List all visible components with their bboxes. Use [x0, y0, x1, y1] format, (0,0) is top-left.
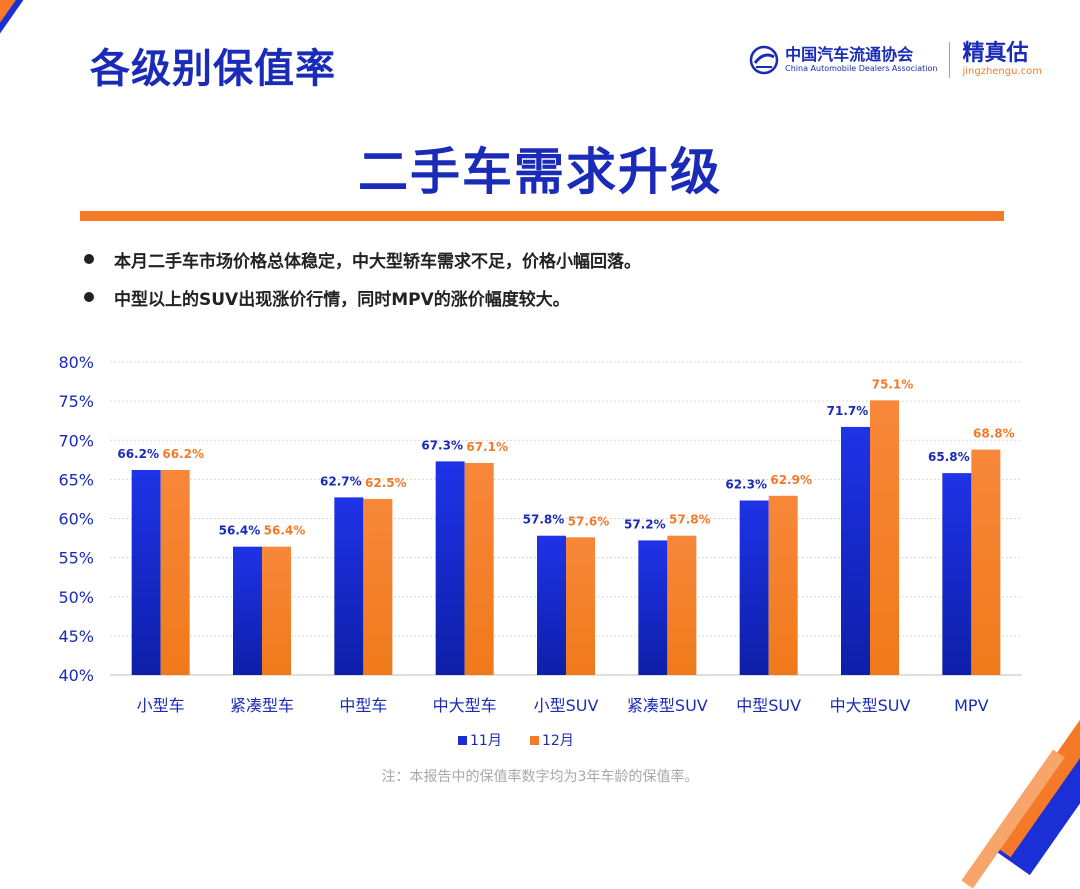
logo-divider	[949, 42, 951, 78]
y-tick-label: 70%	[58, 431, 94, 450]
cada-emblem-icon	[749, 45, 779, 75]
x-tick-label: 小型SUV	[534, 696, 599, 715]
cada-name-cn: 中国汽车流通协会	[785, 45, 914, 64]
y-tick-label: 65%	[58, 470, 94, 489]
data-label: 68.8%	[973, 427, 1015, 441]
x-tick-label: 中大型SUV	[830, 696, 911, 715]
bar	[870, 400, 899, 675]
data-label: 57.2%	[624, 517, 666, 531]
data-label: 66.2%	[162, 447, 204, 461]
bar	[464, 462, 494, 675]
headline: 二手车需求升级	[358, 143, 722, 201]
data-label: 62.7%	[320, 474, 362, 488]
bar	[233, 546, 262, 675]
bar	[942, 473, 972, 675]
bullet-item: 中型以上的SUV出现涨价行情，同时MPV的涨价幅度较大。	[80, 282, 641, 312]
bar	[131, 469, 161, 675]
data-label: 71.7%	[827, 404, 869, 418]
y-tick-label: 80%	[58, 353, 94, 372]
y-tick-label: 60%	[58, 510, 94, 529]
x-tick-label: 中型SUV	[736, 696, 801, 715]
data-label: 67.1%	[466, 440, 508, 454]
bar	[363, 498, 393, 675]
legend-swatch	[530, 736, 539, 745]
bar	[768, 495, 798, 675]
data-label: 67.3%	[421, 438, 463, 452]
data-label: 62.3%	[725, 478, 767, 492]
bullet-list: 本月二手车市场价格总体稳定，中大型轿车需求不足，价格小幅回落。 中型以上的SUV…	[80, 244, 641, 320]
bar	[334, 497, 364, 675]
bullet-text: 中型以上的SUV出现涨价行情，同时MPV的涨价幅度较大。	[114, 289, 570, 310]
x-tick-label: 中大型车	[433, 696, 497, 715]
bullet-text: 本月二手车市场价格总体稳定，中大型轿车需求不足，价格小幅回落。	[114, 251, 641, 272]
jingzhengu-name-cn: 精真估	[962, 41, 1029, 66]
y-tick-label: 50%	[58, 588, 94, 607]
bar	[435, 461, 465, 675]
bar	[841, 426, 870, 675]
data-label: 57.6%	[568, 514, 610, 528]
bullet-item: 本月二手车市场价格总体稳定，中大型轿车需求不足，价格小幅回落。	[80, 244, 641, 274]
cada-name-en: China Automobile Dealers Association	[785, 64, 938, 73]
data-label: 65.8%	[928, 450, 970, 464]
bar	[566, 537, 595, 675]
footnote: 注：本报告中的保值率数字均为3年车龄的保值率。	[381, 769, 699, 785]
bar	[971, 449, 1001, 675]
jingzhengu-name-en: jingzhengu.com	[962, 66, 1042, 77]
bar	[638, 540, 668, 675]
data-label: 56.4%	[219, 524, 261, 538]
header-logos: 中国汽车流通协会 China Automobile Dealers Associ…	[749, 42, 1042, 78]
x-tick-label: 小型车	[137, 696, 185, 715]
data-label: 75.1%	[872, 377, 914, 391]
y-tick-label: 40%	[58, 666, 94, 685]
x-tick-label: 紧凑型SUV	[627, 696, 708, 715]
cada-logo: 中国汽车流通协会 China Automobile Dealers Associ…	[749, 45, 937, 75]
data-label: 57.8%	[669, 513, 711, 527]
data-label: 56.4%	[264, 524, 306, 538]
bar	[160, 469, 190, 675]
y-tick-label: 75%	[58, 392, 94, 411]
data-label: 62.5%	[365, 476, 407, 490]
page-title: 各级别保值率	[90, 46, 336, 92]
x-tick-label: 紧凑型车	[230, 696, 294, 715]
y-tick-label: 55%	[58, 549, 94, 568]
legend-label: 11月	[470, 733, 502, 749]
bar-chart: 40% 45% 50% 55% 60% 65% 70% 75% 80% 66.2% 66.2% 小型车…	[58, 353, 1022, 749]
bar	[262, 546, 291, 675]
y-tick-label: 45%	[58, 627, 94, 646]
bullet-dot-icon	[84, 292, 94, 302]
bar	[667, 535, 697, 675]
bullet-dot-icon	[84, 254, 94, 264]
legend-label: 12月	[542, 733, 574, 749]
bar	[739, 500, 769, 675]
data-label: 66.2%	[117, 447, 159, 461]
jingzhengu-logo: 精真估 jingzhengu.com	[962, 42, 1042, 78]
data-label: 57.8%	[523, 513, 565, 527]
legend-swatch	[458, 736, 467, 745]
bar	[537, 535, 566, 675]
headline-underline	[80, 211, 1004, 221]
data-label: 62.9%	[770, 473, 812, 487]
x-tick-label: MPV	[954, 696, 988, 715]
x-tick-label: 中型车	[339, 696, 387, 715]
